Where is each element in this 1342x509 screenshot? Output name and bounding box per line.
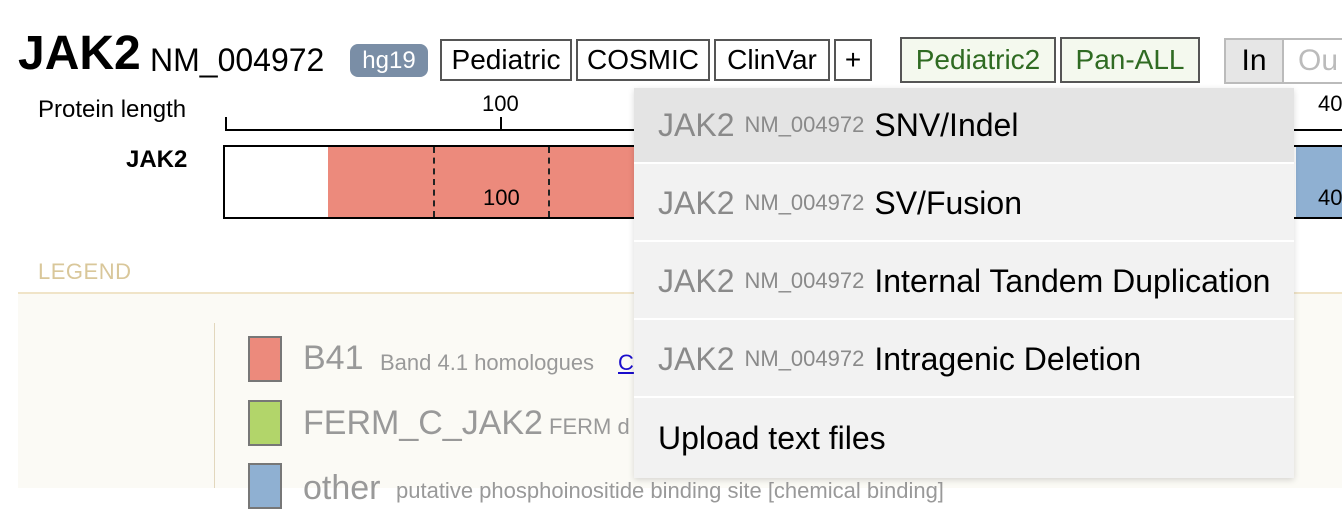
menu-item-label: Intragenic Deletion bbox=[874, 340, 1142, 377]
menu-item-snv-indel[interactable]: JAK2 NM_004972 SNV/Indel bbox=[634, 88, 1294, 164]
menu-item-label: Internal Tandem Duplication bbox=[874, 262, 1271, 299]
group-button-pediatric2[interactable]: Pediatric2 bbox=[900, 37, 1056, 83]
menu-item-label: SV/Fusion bbox=[874, 184, 1022, 221]
dataset-button-pediatric[interactable]: Pediatric bbox=[440, 39, 572, 81]
legend-swatch-ferm-c-jak2 bbox=[248, 400, 282, 446]
dataset-type-menu: JAK2 NM_004972 SNV/Indel JAK2 NM_004972 … bbox=[634, 88, 1294, 478]
domain-b41[interactable] bbox=[328, 147, 634, 217]
menu-item-intragenic-deletion[interactable]: JAK2 NM_004972 Intragenic Deletion bbox=[634, 322, 1294, 398]
group-button-pan-all[interactable]: Pan-ALL bbox=[1060, 37, 1200, 83]
track-position-label-400: 40 bbox=[1318, 185, 1342, 210]
isoform-label: NM_004972 bbox=[150, 42, 325, 78]
legend-desc-other: putative phosphoinositide binding site [… bbox=[396, 478, 944, 503]
track-position-label-100: 100 bbox=[483, 185, 520, 210]
menu-item-label: Upload text files bbox=[658, 419, 886, 456]
menu-item-internal-tandem-duplication[interactable]: JAK2 NM_004972 Internal Tandem Duplicati… bbox=[634, 244, 1294, 320]
legend-swatch-other bbox=[248, 463, 282, 509]
menu-item-sv-fusion[interactable]: JAK2 NM_004972 SV/Fusion bbox=[634, 166, 1294, 242]
menu-item-upload-text-files[interactable]: Upload text files bbox=[634, 400, 1294, 476]
ruler-tick-label-400: 40 bbox=[1318, 91, 1342, 116]
menu-item-isoform: NM_004972 bbox=[744, 268, 865, 293]
track-gridline-2 bbox=[548, 147, 550, 217]
menu-item-gene: JAK2 bbox=[658, 262, 735, 299]
ruler-tick-100 bbox=[500, 117, 502, 131]
toggle-out-button[interactable]: Ou bbox=[1284, 38, 1342, 84]
menu-item-gene: JAK2 bbox=[658, 106, 735, 143]
track-gridline-1 bbox=[433, 147, 435, 217]
legend-link-b41[interactable]: C bbox=[618, 350, 634, 375]
dataset-button-cosmic[interactable]: COSMIC bbox=[576, 39, 710, 81]
add-dataset-button[interactable]: + bbox=[834, 39, 872, 81]
legend-title[interactable]: LEGEND bbox=[38, 259, 132, 284]
genome-badge: hg19 bbox=[350, 44, 428, 77]
legend-separator bbox=[214, 323, 215, 488]
domain-other[interactable] bbox=[1296, 147, 1342, 217]
menu-item-isoform: NM_004972 bbox=[744, 346, 865, 371]
ruler-tick-label-100: 100 bbox=[482, 91, 519, 116]
legend-name-ferm-c-jak2: FERM_C_JAK2 bbox=[303, 404, 543, 442]
gene-title: JAK2 bbox=[18, 27, 141, 80]
menu-item-isoform: NM_004972 bbox=[744, 112, 865, 137]
legend-desc-ferm-c-jak2: FERM d bbox=[549, 414, 630, 439]
menu-item-gene: JAK2 bbox=[658, 340, 735, 377]
track-label: JAK2 bbox=[126, 146, 188, 173]
menu-item-label: SNV/Indel bbox=[874, 106, 1019, 143]
dataset-button-clinvar[interactable]: ClinVar bbox=[714, 39, 830, 81]
menu-item-isoform: NM_004972 bbox=[744, 190, 865, 215]
legend-name-b41: B41 bbox=[303, 339, 364, 377]
menu-item-gene: JAK2 bbox=[658, 184, 735, 221]
legend-name-other: other bbox=[303, 469, 381, 507]
toggle-in-button[interactable]: In bbox=[1224, 38, 1284, 84]
legend-swatch-b41 bbox=[248, 336, 282, 382]
protein-length-label: Protein length bbox=[38, 96, 187, 123]
ruler-tick-start bbox=[225, 117, 227, 131]
legend-desc-b41: Band 4.1 homologues bbox=[380, 350, 595, 375]
